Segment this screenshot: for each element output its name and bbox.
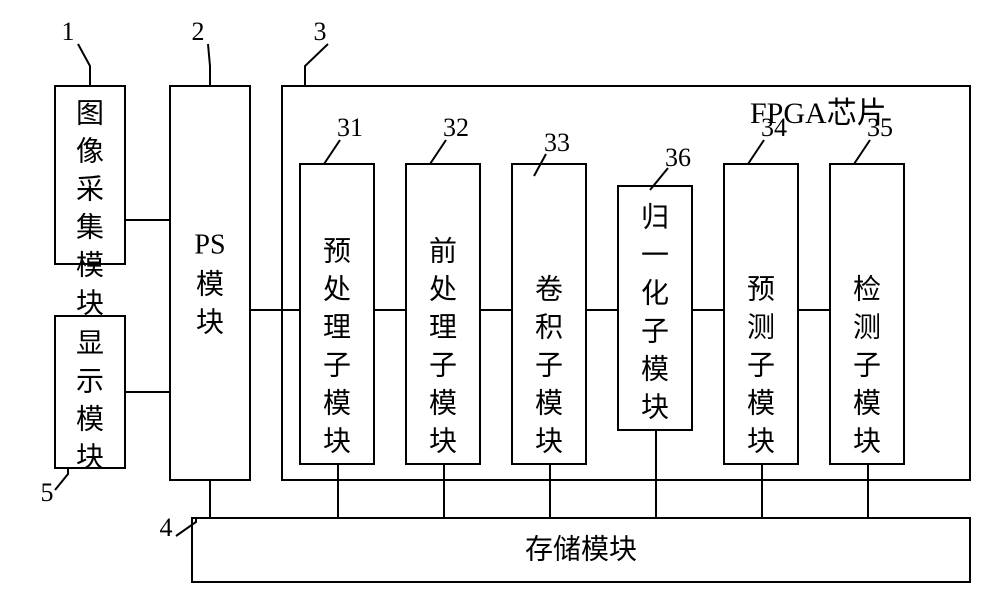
leader-L32 xyxy=(430,140,446,164)
vtext-char: 积 xyxy=(535,312,563,343)
vtext-char: 子 xyxy=(429,350,457,381)
vtext-char: 块 xyxy=(76,288,104,319)
vtext-char: 子 xyxy=(853,350,881,381)
vtext-char: 检 xyxy=(853,273,881,305)
storage-label: 存储模块 xyxy=(525,533,637,565)
leader-L31 xyxy=(324,140,340,164)
num-sub35: 35 xyxy=(867,113,893,142)
vtext-char: 归 xyxy=(641,201,669,233)
vtext-char: 模 xyxy=(76,249,104,281)
num-storage: 4 xyxy=(160,513,173,542)
leader-L5 xyxy=(55,468,68,490)
leader-L1 xyxy=(78,44,90,86)
num-img_acq: 1 xyxy=(62,17,75,46)
vtext-char: 块 xyxy=(429,426,457,457)
leader-L3 xyxy=(305,44,328,86)
num-sub34: 34 xyxy=(761,113,787,142)
num-fpga: 3 xyxy=(314,17,327,46)
vtext: 预测子模块 xyxy=(747,274,775,457)
ps-label-latin: PS xyxy=(194,229,225,260)
vtext-char: 块 xyxy=(853,426,881,457)
vtext-char: 像 xyxy=(76,135,104,167)
vtext-char: 集 xyxy=(76,211,104,243)
vtext-char: 模 xyxy=(429,387,457,419)
vtext-char: 处 xyxy=(429,273,457,305)
vtext: 归一化子模块 xyxy=(641,201,669,423)
vtext-char: 模 xyxy=(747,387,775,419)
vtext: 卷积子模块 xyxy=(535,273,563,457)
vtext: 检测子模块 xyxy=(853,273,881,457)
leader-L34 xyxy=(748,140,764,164)
num-ps: 2 xyxy=(192,17,205,46)
leader-L2 xyxy=(208,44,210,86)
vtext-char: 模 xyxy=(853,387,881,419)
vtext-char: 块 xyxy=(323,426,351,457)
vtext-char: 处 xyxy=(323,273,351,305)
ps-label-c2: 块 xyxy=(196,307,224,338)
vtext-char: 子 xyxy=(323,350,351,381)
vtext-char: 模 xyxy=(76,403,104,435)
ps-label-c1: 模 xyxy=(196,268,224,300)
vtext-char: 子 xyxy=(535,350,563,381)
vtext-char: 一 xyxy=(641,240,669,271)
vtext-char: 卷 xyxy=(535,273,563,305)
vtext-char: 图 xyxy=(76,98,104,129)
vtext-char: 前 xyxy=(429,235,457,267)
diagram-canvas: 图像采集模块显示模块PS模块FPGA芯片预处理子模块前处理子模块卷积子模块归一化… xyxy=(0,0,1000,604)
vtext-char: 块 xyxy=(76,442,104,473)
vtext-char: 采 xyxy=(76,174,104,205)
vtext-char: 测 xyxy=(747,312,775,343)
vtext-char: 预 xyxy=(323,236,351,267)
vtext: 预处理子模块 xyxy=(323,236,351,457)
vtext-char: 测 xyxy=(853,312,881,343)
vtext: 显示模块 xyxy=(76,328,104,473)
vtext-char: 块 xyxy=(641,392,669,423)
vtext-char: 模 xyxy=(323,387,351,419)
num-sub32: 32 xyxy=(443,113,469,142)
num-sub31: 31 xyxy=(337,113,363,142)
vtext: 图像采集模块 xyxy=(76,98,104,319)
vtext-char: 子 xyxy=(641,316,669,347)
vtext-char: 理 xyxy=(323,312,351,343)
vtext-char: 化 xyxy=(641,277,669,309)
vtext-char: 块 xyxy=(535,426,563,457)
vtext-char: 模 xyxy=(535,387,563,419)
num-sub36: 36 xyxy=(665,143,691,172)
leader-L35 xyxy=(854,140,870,164)
vtext-char: 理 xyxy=(429,312,457,343)
vtext-char: 预 xyxy=(747,274,775,305)
vtext-char: 模 xyxy=(641,353,669,385)
num-display: 5 xyxy=(41,478,54,507)
vtext-char: 示 xyxy=(76,366,104,397)
vtext-char: 子 xyxy=(747,350,775,381)
vtext: 前处理子模块 xyxy=(429,235,457,457)
vtext-char: 块 xyxy=(747,426,775,457)
vtext-char: 显 xyxy=(76,328,104,359)
num-sub33: 33 xyxy=(544,128,570,157)
